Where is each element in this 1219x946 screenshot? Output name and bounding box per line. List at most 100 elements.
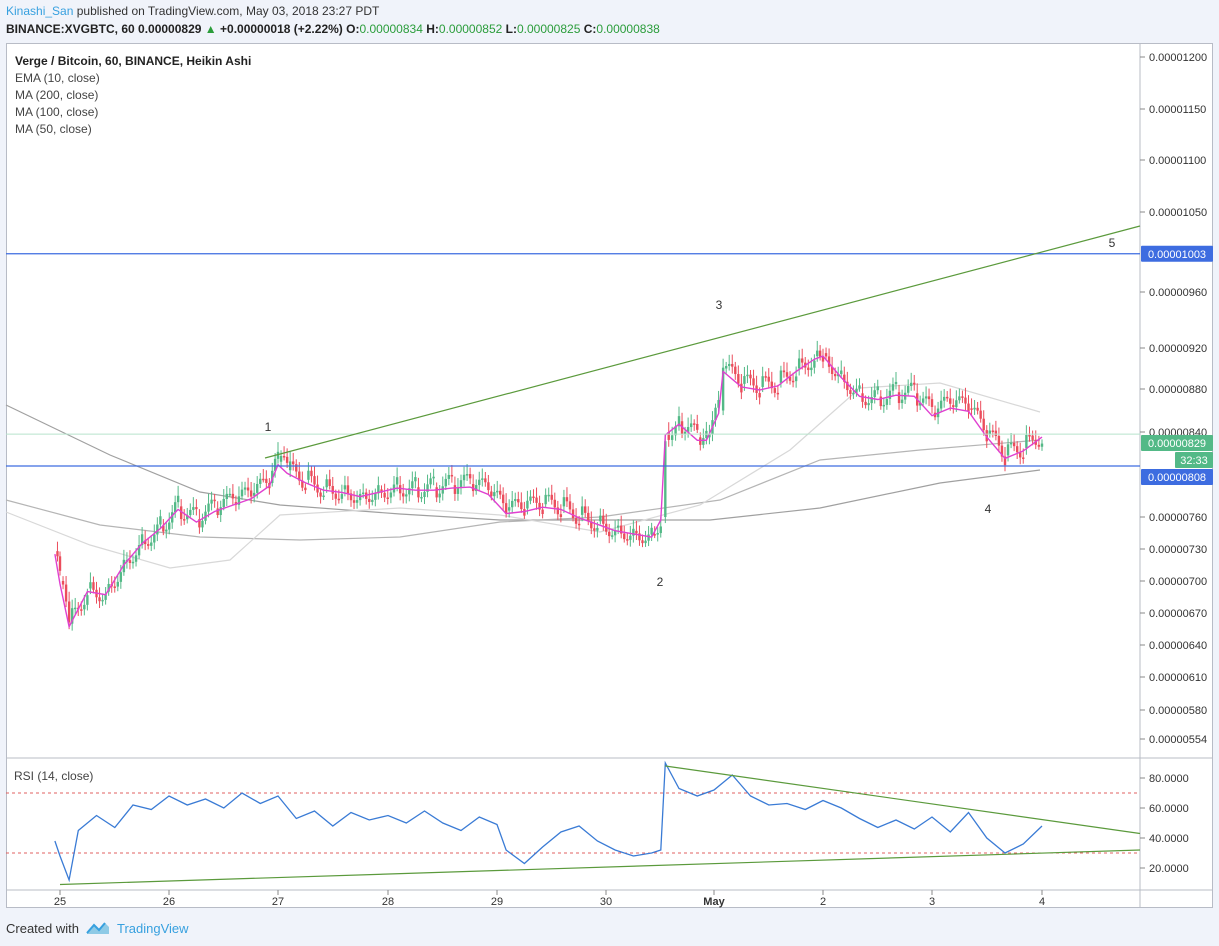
candle-body xyxy=(596,527,599,531)
candle-body xyxy=(340,494,344,499)
chart-legend: Verge / Bitcoin, 60, BINANCE, Heikin Ash… xyxy=(15,53,251,138)
candle-body xyxy=(259,478,262,484)
candle-body xyxy=(810,367,813,371)
candle-body xyxy=(402,493,405,497)
candle-body xyxy=(86,595,89,605)
candle-body xyxy=(411,481,414,489)
candle-body xyxy=(737,374,740,384)
candle-body xyxy=(683,431,687,435)
candle-body xyxy=(481,478,484,480)
candle-body xyxy=(395,477,399,485)
candle-body xyxy=(131,561,135,564)
candle-body xyxy=(213,499,216,502)
candle-body xyxy=(352,500,356,503)
candle-body xyxy=(435,487,438,498)
candle-body xyxy=(650,527,653,535)
candle-body xyxy=(507,507,511,511)
candle-body xyxy=(568,501,572,510)
candle-body xyxy=(316,484,319,493)
candle-body xyxy=(641,540,644,544)
y-tick-label: 0.00000700 xyxy=(1149,576,1207,588)
candle-body xyxy=(997,435,1001,446)
candle-body xyxy=(794,376,798,382)
candle-body xyxy=(313,476,316,485)
price-tag xyxy=(1141,469,1213,485)
candle-body xyxy=(776,392,780,395)
candle-body xyxy=(659,526,662,534)
x-tick-label: 27 xyxy=(272,896,284,908)
candle-body xyxy=(731,363,734,367)
candle-body xyxy=(225,493,228,499)
legend-title: Verge / Bitcoin, 60, BINANCE, Heikin Ash… xyxy=(15,54,252,68)
tradingview-link[interactable]: TradingView xyxy=(116,920,189,936)
rsi-tick-label: 60.0000 xyxy=(1149,803,1189,815)
candle-body xyxy=(252,492,256,496)
candle-body xyxy=(195,507,198,510)
candle-body xyxy=(189,509,192,516)
candle-body xyxy=(541,509,544,515)
candle-body xyxy=(593,528,596,531)
y-tick-label: 0.00000610 xyxy=(1149,672,1207,684)
x-tick-label: 4 xyxy=(1039,896,1045,908)
candle-body xyxy=(371,499,374,502)
candle-body xyxy=(1040,443,1044,447)
candle-body xyxy=(821,356,825,362)
candle-body xyxy=(816,350,819,357)
candle-body xyxy=(767,376,770,382)
candle-body xyxy=(976,407,979,411)
price-tag-label: 0.00000829 xyxy=(1148,438,1206,450)
candle-body xyxy=(559,514,563,517)
y-tick-label: 0.00000670 xyxy=(1149,608,1207,620)
candle-body xyxy=(337,498,341,501)
candle-body xyxy=(758,393,761,398)
candle-body xyxy=(988,430,991,435)
candle-body xyxy=(119,572,123,582)
candle-body xyxy=(92,582,95,590)
candle-body xyxy=(216,508,219,516)
candle-body xyxy=(514,499,517,501)
candle-body xyxy=(721,367,725,411)
up-arrow-icon: ▲ xyxy=(204,22,217,36)
candle-body xyxy=(462,474,466,481)
candle-body xyxy=(186,515,189,520)
candle-body xyxy=(386,497,389,499)
candle-body xyxy=(523,509,526,516)
candle-body xyxy=(219,507,222,516)
candle-body xyxy=(355,500,359,503)
candle-body xyxy=(818,350,822,357)
candle-body xyxy=(689,423,693,428)
price-tag-label: 32:33 xyxy=(1180,455,1208,467)
candle-body xyxy=(964,397,967,404)
candle-body xyxy=(728,363,731,367)
candle-body xyxy=(61,581,65,585)
candle-body xyxy=(616,525,620,528)
candle-body xyxy=(493,492,496,497)
candle-body xyxy=(813,360,816,368)
candle-body xyxy=(924,396,928,399)
candle-body xyxy=(101,599,104,602)
x-tick-label: 30 xyxy=(600,896,612,908)
candle-body xyxy=(773,388,777,393)
candle-body xyxy=(150,542,153,546)
candle-body xyxy=(295,464,298,472)
candle-body xyxy=(520,502,523,510)
author-link[interactable]: Kinashi_San xyxy=(6,4,74,18)
candle-body xyxy=(861,393,864,402)
candle-body xyxy=(714,407,717,421)
ma200-line xyxy=(5,404,1041,521)
candle-body xyxy=(927,396,931,400)
candle-body xyxy=(231,493,235,499)
candle-body xyxy=(556,507,560,515)
wave-label-5: 5 xyxy=(1109,236,1116,250)
candle-body xyxy=(361,492,365,495)
chart-frame[interactable] xyxy=(6,43,1213,908)
x-tick-label: 28 xyxy=(382,896,394,908)
candle-body xyxy=(176,495,180,503)
candle-body xyxy=(608,531,611,537)
candle-body xyxy=(1003,456,1007,466)
candle-body xyxy=(644,540,647,544)
x-tick-label: 3 xyxy=(929,896,935,908)
candle-body xyxy=(377,485,380,494)
candle-body xyxy=(444,478,447,487)
